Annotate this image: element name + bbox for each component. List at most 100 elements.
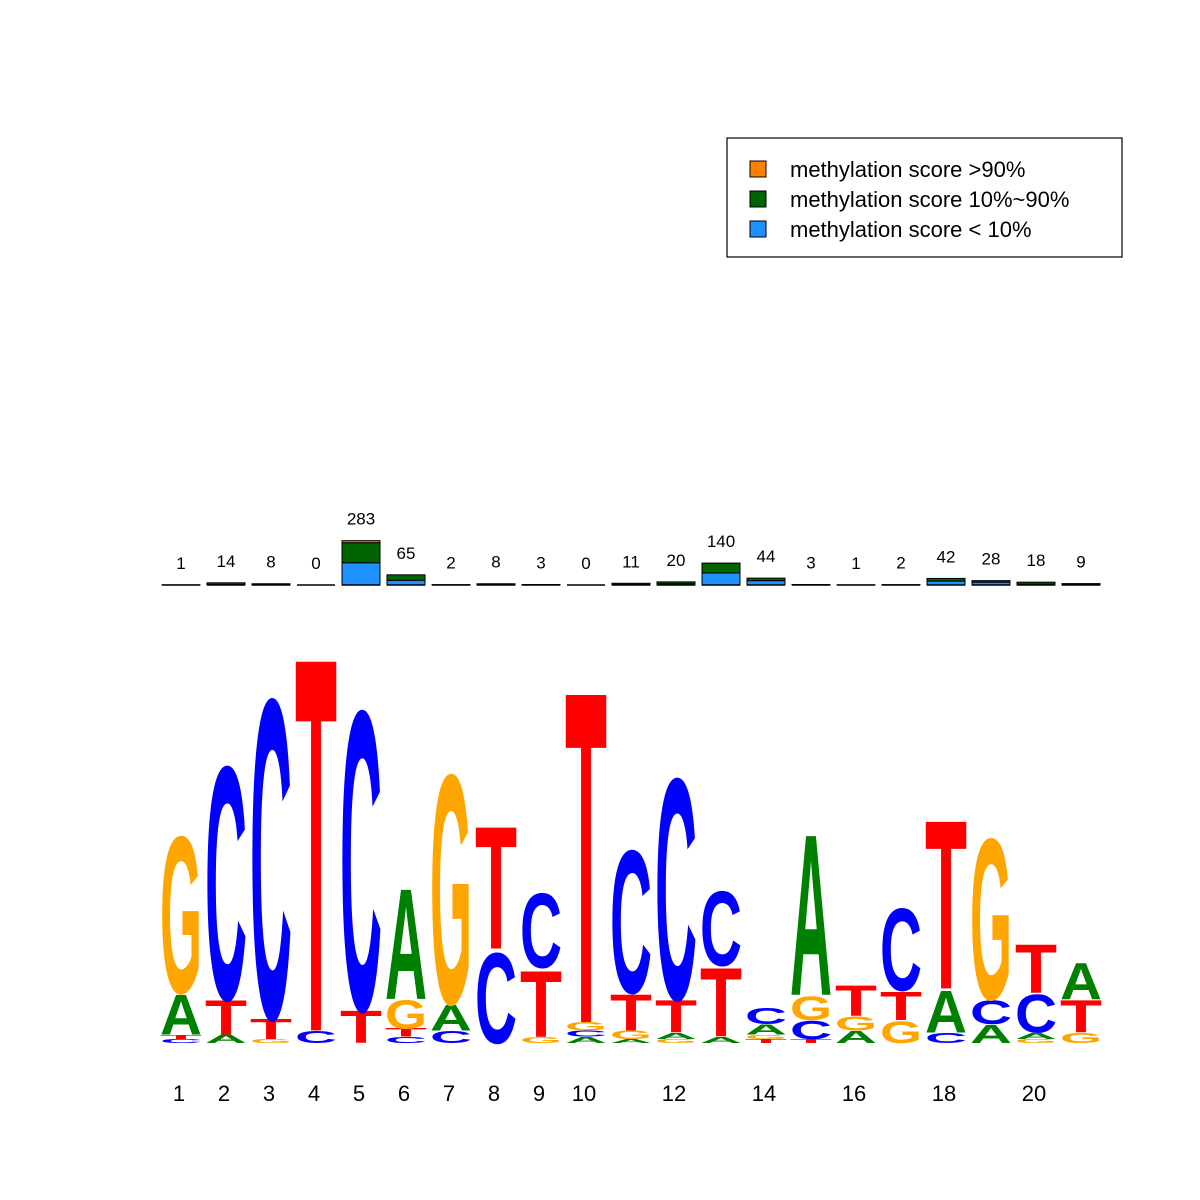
legend-label: methylation score 10%~90% (790, 187, 1069, 212)
logo-letter: T (835, 977, 877, 1025)
logo-letter: G (520, 1035, 562, 1045)
logo-letter: T (250, 1013, 292, 1045)
x-tick-label: 10 (572, 1081, 596, 1106)
logo-letter: C (745, 1004, 787, 1030)
bar-segment (746, 577, 786, 582)
logo-letter: C (250, 605, 292, 1116)
logo-letter: C (475, 926, 517, 1071)
logo-letter: C (385, 1035, 427, 1045)
logo-letter: C (790, 1016, 832, 1045)
count-label: 8 (266, 553, 275, 572)
legend-label: methylation score < 10% (790, 217, 1032, 242)
logo-letter: G (655, 1038, 697, 1045)
count-label: 3 (806, 554, 815, 573)
logo-letter: C (205, 696, 247, 1070)
logo-letter: T (700, 948, 742, 1058)
logo-letter: G (1015, 1038, 1057, 1045)
x-tick-label: 3 (263, 1081, 275, 1106)
logo-letter: C (925, 1030, 967, 1046)
x-tick-label: 18 (932, 1081, 956, 1106)
count-label: 18 (1027, 551, 1046, 570)
count-label: 42 (937, 547, 956, 566)
legend-box (726, 137, 1123, 258)
logo-letter: A (1060, 952, 1102, 1010)
logo-letter: A (1015, 1031, 1057, 1041)
logo-letter: A (430, 997, 472, 1039)
x-tick-label: 8 (488, 1081, 500, 1106)
legend-swatch (749, 160, 767, 178)
count-label: 283 (347, 510, 375, 529)
logo-letter: C (880, 885, 922, 1017)
logo-letter: T (565, 592, 607, 1123)
bar-segment (611, 582, 651, 585)
logo-letter: C (610, 809, 652, 1037)
logo-letter: G (970, 790, 1012, 1048)
logo-letter: G (385, 993, 427, 1038)
logo-letter: C (520, 871, 562, 990)
count-label: 2 (446, 554, 455, 573)
x-tick-label: 5 (353, 1081, 365, 1106)
logo-letter: A (610, 1038, 652, 1045)
logo-letter: G (565, 1020, 607, 1033)
x-tick-label: 14 (752, 1081, 776, 1106)
legend-swatch (749, 220, 767, 238)
count-label: 44 (757, 547, 776, 566)
logo-letter: A (790, 786, 832, 1044)
logo-letter: C (430, 1027, 472, 1046)
logo-letter: T (1015, 931, 1057, 1008)
legend-swatch (749, 190, 767, 208)
count-label: 9 (1076, 553, 1085, 572)
count-label: 1 (851, 554, 860, 573)
logo-letter: G (880, 1015, 922, 1050)
x-tick-label: 6 (398, 1081, 410, 1106)
logo-letter: T (475, 790, 517, 987)
logo-letter: T (790, 1038, 833, 1045)
bar-segment (386, 574, 426, 581)
x-tick-label: 12 (662, 1081, 686, 1106)
logo-letter: G (430, 707, 472, 1074)
logo-letter: C (340, 622, 382, 1102)
x-tick-label: 4 (308, 1081, 320, 1106)
logo-letter: T (745, 1038, 788, 1045)
count-label: 140 (707, 532, 735, 551)
x-tick-label: 20 (1022, 1081, 1046, 1106)
logo-letter: G (250, 1038, 292, 1045)
logo-letter: A (835, 1027, 877, 1046)
logo-letter: C (565, 1029, 607, 1039)
logo-letter: A (925, 979, 967, 1046)
count-label: 11 (622, 552, 640, 571)
x-tick-label: 16 (842, 1081, 866, 1106)
count-label: 0 (581, 554, 590, 573)
logo-letter: G (745, 1034, 787, 1041)
logo-letter: A (745, 1021, 787, 1037)
count-label: 3 (536, 554, 545, 573)
legend-label: methylation score >90% (790, 157, 1025, 182)
logo-letter: G (1060, 1030, 1102, 1046)
logo-letter: A (655, 1031, 697, 1041)
logo-letter: G (610, 1028, 652, 1041)
x-tick-label: 2 (218, 1081, 230, 1106)
logo-letter: T (610, 984, 652, 1042)
bar-segment (701, 572, 741, 586)
bar-segment (206, 582, 246, 585)
bar-segment (341, 540, 381, 544)
logo-letter: T (925, 771, 967, 1040)
count-label: 14 (217, 552, 236, 571)
logo-letter: A (565, 1035, 607, 1045)
bar-segment (656, 581, 696, 585)
x-tick-label: 7 (443, 1081, 455, 1106)
logo-letter: T (205, 991, 247, 1045)
bar-segment (341, 542, 381, 564)
bar-segment (701, 562, 741, 574)
logo-letter: G (790, 989, 832, 1027)
logo-letter: C (970, 993, 1012, 1031)
logo-letter: T (520, 952, 562, 1058)
bar-segment (971, 580, 1011, 583)
bar-segment (1016, 581, 1056, 585)
x-tick-label: 9 (533, 1081, 545, 1106)
logo-letter: A (205, 1033, 247, 1046)
logo-letter: A (160, 982, 202, 1047)
logo-letter: T (655, 991, 697, 1042)
count-label: 20 (667, 551, 686, 570)
bar-segment (926, 577, 966, 582)
